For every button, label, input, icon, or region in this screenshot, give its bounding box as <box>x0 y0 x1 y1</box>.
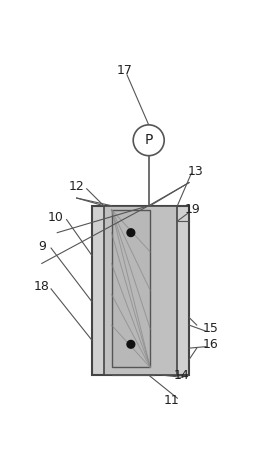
Bar <box>112 210 150 368</box>
Text: 15: 15 <box>203 322 219 335</box>
Text: 12: 12 <box>69 180 85 193</box>
Text: 14: 14 <box>173 369 189 382</box>
Bar <box>92 206 189 375</box>
Text: 9: 9 <box>38 240 46 253</box>
Text: 16: 16 <box>203 338 219 351</box>
Text: 17: 17 <box>117 64 133 77</box>
Circle shape <box>127 229 135 237</box>
Circle shape <box>133 125 164 156</box>
Bar <box>104 206 177 375</box>
Text: 19: 19 <box>185 203 201 216</box>
Text: P: P <box>144 133 153 147</box>
Circle shape <box>127 340 135 348</box>
Text: 11: 11 <box>164 394 180 407</box>
Text: 10: 10 <box>48 211 64 224</box>
Text: 13: 13 <box>187 164 203 177</box>
Text: 18: 18 <box>34 280 50 293</box>
